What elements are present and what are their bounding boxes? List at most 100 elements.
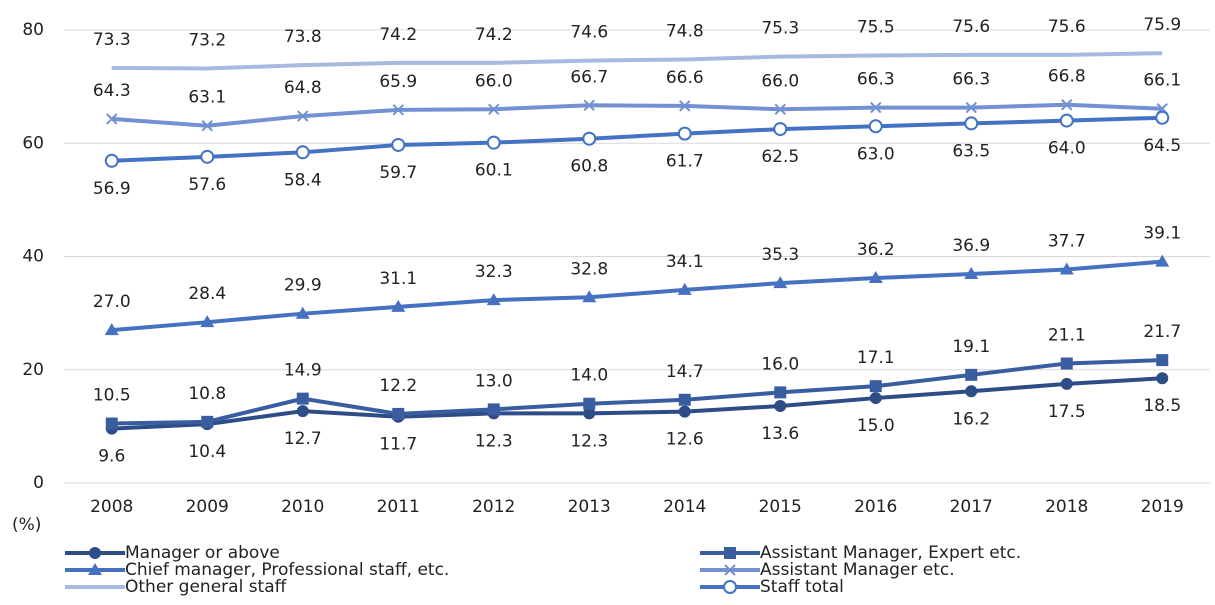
data-label: 73.2 [188,31,226,51]
data-point [774,399,787,412]
data-label: 12.3 [570,431,608,451]
data-label: 74.2 [475,25,513,45]
data-label: 65.9 [379,72,417,92]
data-point [583,407,596,420]
data-point [679,100,691,112]
data-point [296,392,309,405]
data-point [201,415,214,428]
data-point [678,405,691,418]
legend-marker [724,564,736,576]
data-point [486,135,501,150]
data-label: 14.0 [570,366,608,386]
data-label: 73.3 [93,30,131,50]
data-label: 14.7 [666,362,704,382]
data-label: 16.2 [952,409,990,429]
legend-marker [89,547,101,559]
data-label: 31.1 [379,269,417,289]
data-label: 32.8 [570,259,608,279]
series-line [111,102,1163,128]
legend-marker [723,580,737,594]
data-label: 64.8 [284,78,322,98]
data-point [869,380,882,393]
data-label: 21.1 [1048,326,1086,346]
data-point [201,119,213,132]
legend-label: Staff total [760,577,844,597]
legend-label: Manager or above [125,543,280,563]
data-label: 13.0 [475,371,513,391]
data-point [487,403,500,416]
series-line [111,376,1163,431]
data-label: 63.0 [857,144,895,164]
data-label: 9.6 [98,447,125,467]
data-point [488,103,500,115]
data-point [773,122,788,137]
data-label: 27.0 [93,292,131,312]
data-point [965,368,978,381]
legend-marker [724,547,736,559]
data-point [870,101,882,114]
y-tick-label: 80 [22,20,44,40]
data-point [868,271,883,284]
data-point [773,276,788,289]
data-point [868,119,883,134]
data-label: 17.1 [857,348,895,368]
data-label: 12.2 [379,376,417,396]
data-point [200,149,215,164]
data-label: 75.9 [1143,15,1181,35]
data-point [964,267,979,280]
x-tick-label: 2017 [950,497,993,517]
y-tick-label: 60 [22,133,44,153]
data-point [104,153,119,168]
x-tick-label: 2011 [377,497,420,517]
series-line [111,358,1163,426]
x-tick-label: 2019 [1141,497,1184,517]
data-point [582,290,597,303]
data-label: 15.0 [857,416,895,436]
data-label: 66.3 [952,70,990,90]
data-point [677,282,692,295]
data-label: 74.2 [379,25,417,45]
data-label: 18.5 [1143,396,1181,416]
data-point [391,299,406,312]
legend-label: Assistant Manager etc. [760,560,955,580]
data-label: 10.8 [188,384,226,404]
data-label: 21.7 [1143,322,1181,342]
data-label: 58.4 [284,170,322,190]
x-tick-label: 2013 [568,497,611,517]
data-point [106,113,118,125]
data-label: 74.6 [570,23,608,43]
data-point [1155,254,1170,267]
data-point [1155,110,1170,125]
data-label: 10.4 [188,442,226,462]
data-point [583,99,595,112]
data-label: 73.8 [284,27,322,47]
data-label: 16.0 [761,354,799,374]
x-tick-label: 2014 [663,497,706,517]
series-line [111,115,1163,163]
data-point [392,104,404,116]
data-label: 62.5 [761,147,799,167]
legend-label: Chief manager, Professional staff, etc. [125,560,449,580]
y-tick-label: 0 [33,473,44,493]
data-label: 39.1 [1143,224,1181,244]
data-point [965,385,978,398]
data-point [678,393,691,406]
y-tick-label: 40 [22,247,44,267]
data-point [1059,113,1074,128]
data-label: 57.6 [188,175,226,195]
data-point [1156,354,1169,367]
data-label: 19.1 [952,337,990,357]
data-point [1060,357,1073,370]
x-tick-label: 2012 [472,497,515,517]
data-label: 63.1 [188,88,226,108]
data-label: 11.7 [379,435,417,455]
data-label: 64.5 [1143,136,1181,156]
data-label: 66.3 [857,70,895,90]
data-label: 35.3 [761,245,799,265]
data-point [392,407,405,420]
data-point [295,145,310,160]
data-label: 66.6 [666,68,704,88]
data-label: 64.3 [93,81,131,101]
data-point [296,405,309,418]
